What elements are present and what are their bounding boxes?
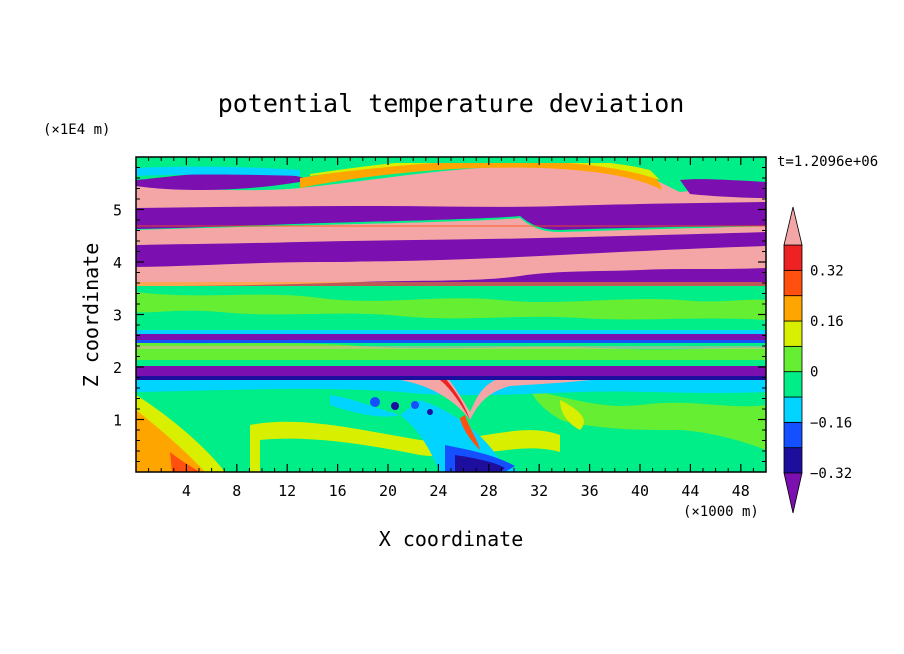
time-label: t=1.2096e+06 — [777, 154, 878, 170]
negative-band-top — [136, 172, 310, 190]
colorbar-tick-label: 0 — [810, 365, 818, 381]
colorbar-min-arrow — [783, 472, 803, 514]
colorbar-tick-label: −0.32 — [810, 466, 852, 482]
colorbar-tick-label: −0.16 — [810, 415, 852, 431]
lower-layer — [136, 380, 766, 472]
x-tick-label: 4 — [182, 482, 191, 500]
colorbar-segment — [783, 269, 803, 297]
x-tick-label: 16 — [329, 482, 347, 500]
x-tick-label: 20 — [379, 482, 397, 500]
y-tick-label: 2 — [113, 359, 122, 377]
y-tick-label: 4 — [113, 254, 122, 272]
negative-band-low — [136, 366, 766, 376]
x-axis: 4 8 12 16 20 24 28 32 36 40 44 48 — [148, 157, 754, 500]
colorbar-segment — [783, 244, 803, 271]
positive-plume — [340, 367, 605, 420]
x-tick-label: 40 — [631, 482, 649, 500]
y-tick-label: 3 — [113, 307, 122, 325]
colorbar-segment — [783, 421, 803, 449]
x-tick-label: 36 — [581, 482, 599, 500]
colorbar-segment — [783, 320, 803, 347]
x-tick-label: 24 — [429, 482, 447, 500]
colorbar-segment — [783, 371, 803, 398]
colorbar-segment — [783, 396, 803, 423]
x-tick-label: 28 — [480, 482, 498, 500]
colorbar-tick-label: 0.32 — [810, 263, 844, 279]
negative-band-mid — [136, 334, 766, 340]
colorbar-max-arrow — [783, 206, 803, 246]
y-tick-label: 5 — [113, 202, 122, 220]
y-axis-label: Z coordinate — [79, 243, 103, 388]
colorbar-tick-label: 0.16 — [810, 314, 844, 330]
x-tick-label: 32 — [530, 482, 548, 500]
x-tick-label: 12 — [278, 482, 296, 500]
y-unit-label: (×1E4 m) — [43, 122, 110, 138]
x-unit-label: (×1000 m) — [683, 504, 759, 520]
y-tick-label: 1 — [113, 412, 122, 430]
colorbar-segment — [783, 345, 803, 373]
colorbar-segment — [783, 447, 803, 474]
y-axis: 1 2 3 4 5 — [113, 167, 766, 462]
contour-field — [136, 157, 766, 472]
x-tick-label: 44 — [681, 482, 699, 500]
colorbar: 0.32 0.16 0 −0.16 −0.32 — [783, 206, 852, 514]
chart-title: potential temperature deviation — [218, 89, 685, 118]
x-tick-label: 48 — [732, 482, 750, 500]
x-axis-label: X coordinate — [379, 527, 524, 551]
x-tick-label: 8 — [232, 482, 241, 500]
colorbar-segment — [783, 295, 803, 322]
cold-dip — [400, 400, 520, 472]
